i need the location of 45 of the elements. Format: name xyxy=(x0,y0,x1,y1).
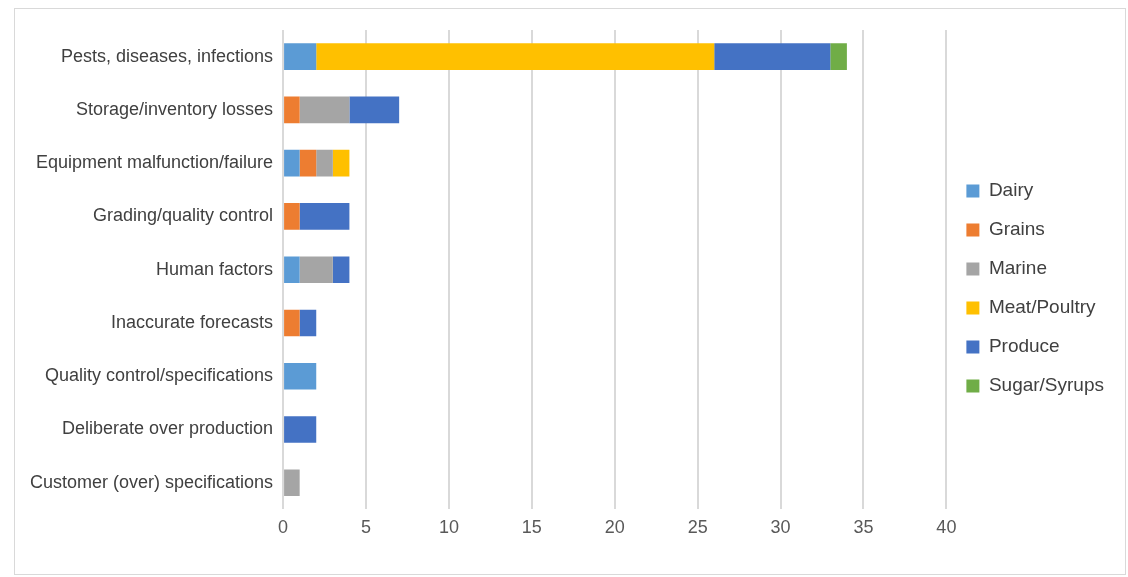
x-tick-label: 40 xyxy=(936,517,957,538)
y-tick-label: Grading/quality control xyxy=(92,205,274,226)
bar xyxy=(299,256,333,284)
y-tick-label: Customer (over) specifications xyxy=(29,471,274,492)
x-tick-label: 15 xyxy=(521,517,542,538)
bar xyxy=(830,43,847,70)
x-tick-label: 0 xyxy=(278,517,289,538)
bar xyxy=(332,256,350,284)
x-tick-label: 10 xyxy=(438,517,459,538)
legend-label: Dairy xyxy=(988,179,1034,201)
bar xyxy=(316,43,715,70)
x-tick-label: 35 xyxy=(853,517,874,538)
bar xyxy=(284,362,317,390)
x-tick-label: 30 xyxy=(770,517,791,538)
bar xyxy=(299,203,350,230)
bar xyxy=(299,149,317,177)
y-tick-label: Human factors xyxy=(156,258,274,279)
x-tick-label: 25 xyxy=(687,517,708,538)
x-tick-label: 20 xyxy=(604,517,625,538)
bar xyxy=(284,469,300,497)
y-tick-label: Pests, diseases, infections xyxy=(60,45,274,66)
legend-label: Meat/Poultry xyxy=(988,296,1097,318)
legend-label: Grains xyxy=(988,218,1045,240)
legend-label: Produce xyxy=(988,335,1060,357)
legend-label: Marine xyxy=(988,257,1047,279)
bar xyxy=(349,96,400,124)
bar xyxy=(284,96,300,124)
y-tick-label: Equipment malfunction/failure xyxy=(35,152,274,173)
bar xyxy=(299,96,350,124)
y-tick-label: Deliberate over production xyxy=(61,418,274,439)
bar xyxy=(284,203,300,230)
bar xyxy=(714,43,831,70)
bar xyxy=(299,309,317,337)
bar xyxy=(316,149,333,177)
y-tick-label: Quality control/specifications xyxy=(44,365,274,386)
bar xyxy=(284,149,300,177)
bar xyxy=(284,256,300,284)
y-tick-label: Inaccurate forecasts xyxy=(110,311,274,332)
bar xyxy=(284,416,317,443)
x-tick-label: 5 xyxy=(360,517,371,538)
legend-label: Sugar/Syrups xyxy=(988,374,1105,396)
bar xyxy=(284,43,317,70)
bar xyxy=(332,149,350,177)
bar xyxy=(284,309,300,337)
y-tick-label: Storage/inventory losses xyxy=(75,98,274,119)
